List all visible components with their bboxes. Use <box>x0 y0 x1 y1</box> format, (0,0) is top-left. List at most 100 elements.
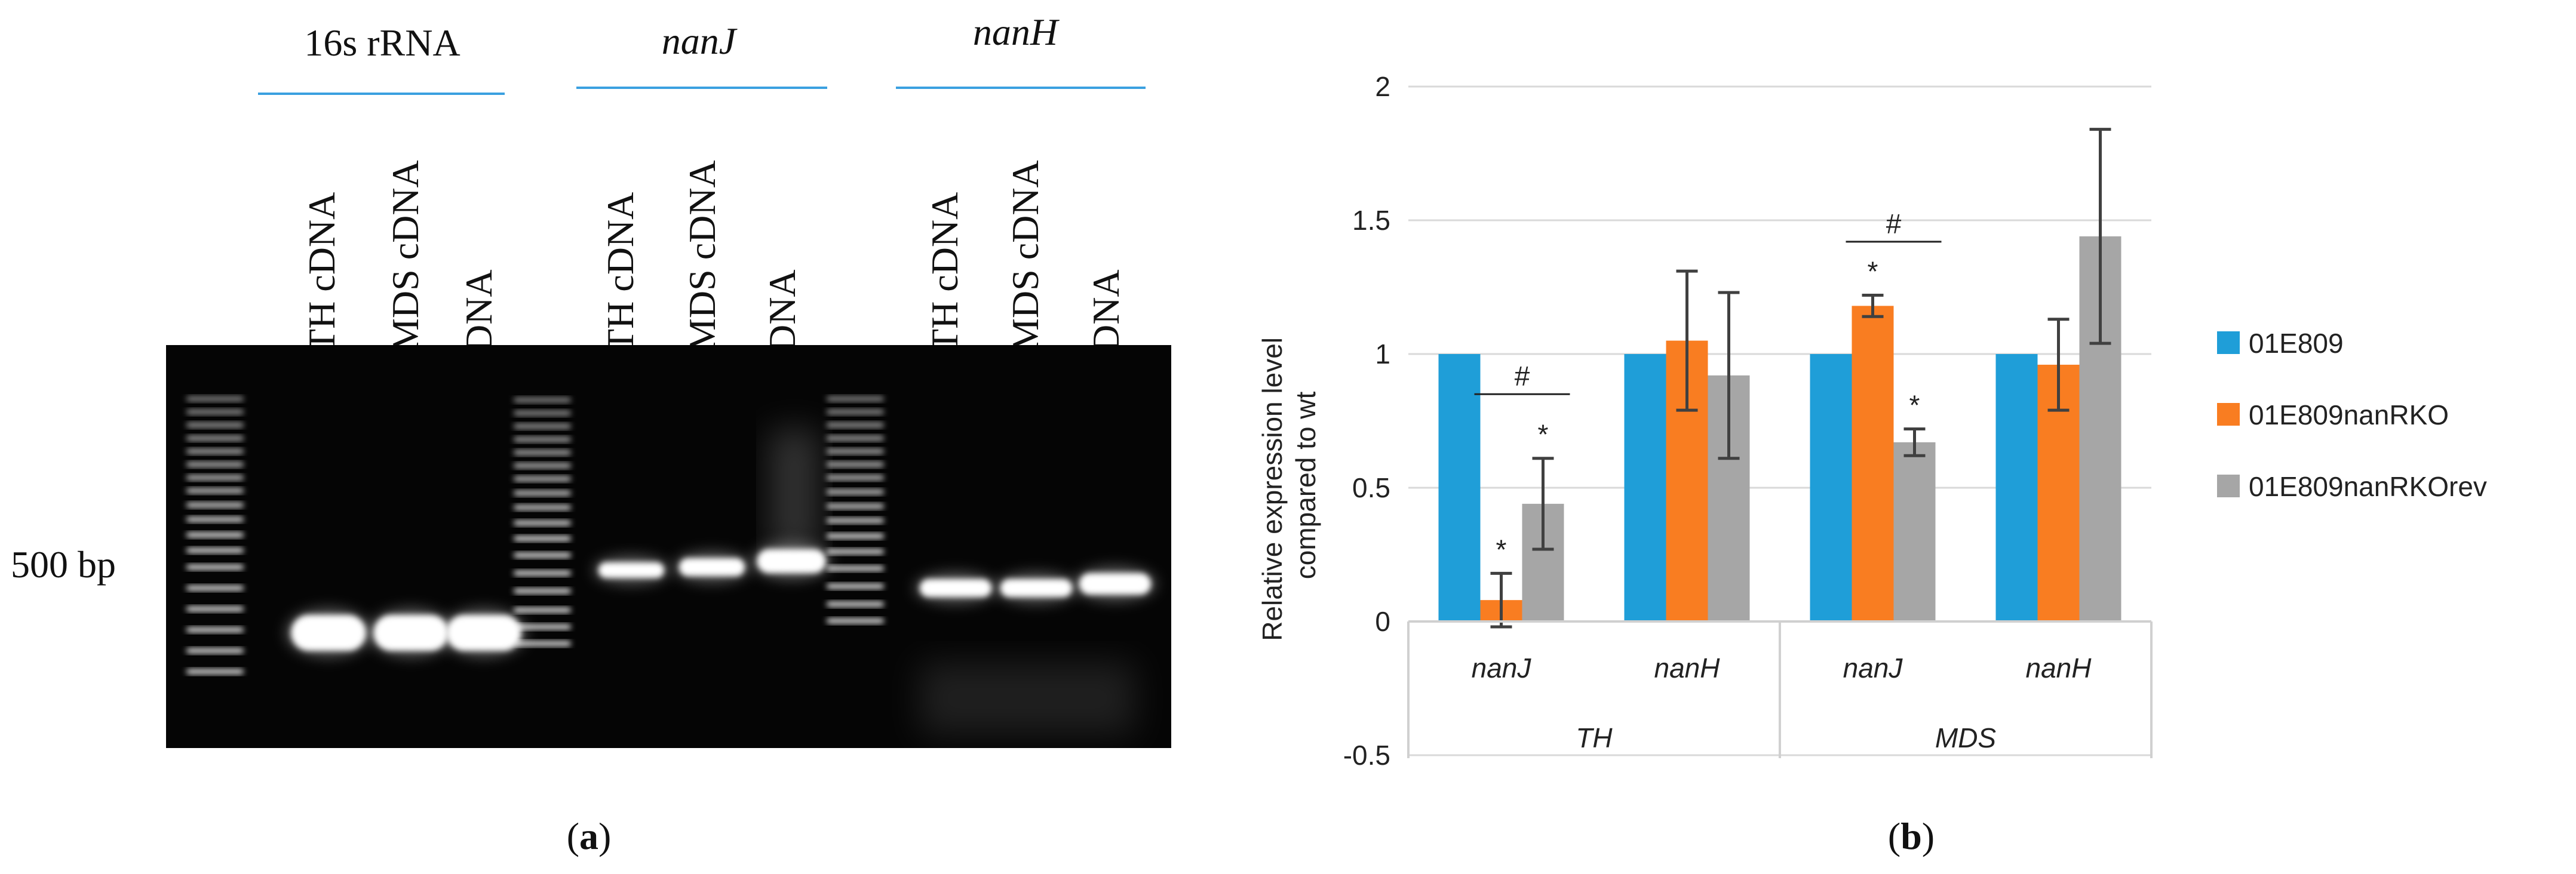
ladder-band <box>827 602 884 607</box>
ladder-band <box>827 549 884 554</box>
group-label-nanj: nanJ <box>662 20 738 62</box>
y-axis-ticks: -0.5 0 0.5 1 1.5 2 <box>1343 71 1390 771</box>
lane-label-16s-th-cdna: TH cDNA <box>300 192 343 352</box>
group-label-nanh: nanH <box>973 11 1060 53</box>
ladder-band <box>514 505 571 510</box>
lane-label-nanj-th-cdna: TH cDNA <box>599 192 641 352</box>
legend-label: 01E809nanRKO <box>2249 399 2449 430</box>
ladder-band <box>186 586 244 590</box>
legend-swatch <box>2217 403 2240 426</box>
lane-label-16s-mds-cdna: MDS cDNA <box>384 160 426 352</box>
y-tick-label: 0.5 <box>1352 472 1390 503</box>
lane-label-nanh-mds-cdna: MDS cDNA <box>1004 160 1046 352</box>
ladder-band <box>827 566 884 571</box>
ladder-band <box>514 411 571 416</box>
bar-01e809nanrkorev-2 <box>1893 442 1936 621</box>
ladder-band <box>514 450 571 455</box>
x-group-label: TH <box>1576 722 1613 753</box>
ladder-band <box>186 669 244 674</box>
bottom-haze <box>920 663 1135 734</box>
ladder-band <box>186 423 244 427</box>
size-marker-500bp: 500 bp <box>11 543 116 586</box>
ladder-band <box>827 584 884 589</box>
ladder-band <box>827 490 884 494</box>
ladder-band <box>186 410 244 414</box>
ladder-band <box>827 504 884 509</box>
sample-band <box>1000 579 1072 597</box>
ladder-band <box>827 462 884 467</box>
chart-annotations: * * * * # # <box>1474 208 1942 565</box>
lane-label-16s-dna: DNA <box>458 269 500 352</box>
ladder-band <box>514 476 571 481</box>
ladder-band <box>827 410 884 414</box>
group-label-16s-rrna: 16s rRNA <box>304 21 460 64</box>
sample-band <box>679 558 745 576</box>
ladder-band <box>827 534 884 538</box>
bar-01e809-0 <box>1438 354 1481 621</box>
ladder-band <box>827 423 884 427</box>
ladder-band <box>186 436 244 441</box>
ladder-band <box>186 648 244 653</box>
ladder-band <box>186 449 244 454</box>
ladder-band <box>514 553 571 558</box>
ladder-band <box>514 437 571 442</box>
ladder-band <box>186 503 244 507</box>
lane-label-nanj-dna: DNA <box>761 269 803 352</box>
bar-01e809-3 <box>1995 354 2038 621</box>
dna-smear <box>770 430 818 555</box>
significance-star: * <box>1909 389 1920 420</box>
ladder-band <box>827 475 884 480</box>
x-tick-label: nanJ <box>1843 653 1903 684</box>
significance-star: * <box>1868 256 1878 287</box>
x-axis: nanJ nanH nanJ nanH TH MDS <box>1407 620 2153 758</box>
ladder-band <box>514 571 571 576</box>
chart-error-bars <box>1490 128 2111 629</box>
ladder-band <box>827 436 884 441</box>
y-tick-label: 2 <box>1375 71 1390 102</box>
ladder-band <box>186 396 244 401</box>
ladder-band <box>514 589 571 593</box>
ladder-band <box>186 475 244 480</box>
ladder-band <box>514 624 571 629</box>
ladder-band <box>186 548 244 553</box>
sample-band <box>1079 573 1151 595</box>
sample-band <box>446 615 521 651</box>
ladder-band <box>186 607 244 611</box>
ladder-band <box>827 518 884 523</box>
bar-01e809-1 <box>1624 354 1666 621</box>
panel-a-gel: 16s rRNA nanJ nanH TH cDNA MDS cDNA DNA … <box>11 11 1171 857</box>
bar-01e809nanrko-2 <box>1852 306 1894 621</box>
ladder-band <box>827 449 884 454</box>
lane-label-nanh-dna: DNA <box>1085 269 1127 352</box>
y-tick-label: -0.5 <box>1343 740 1390 771</box>
significance-star: * <box>1538 419 1549 450</box>
lane-label-nanh-th-cdna: TH cDNA <box>923 192 966 352</box>
lane-label-nanj-mds-cdna: MDS cDNA <box>681 160 723 352</box>
y-tick-label: 1 <box>1375 338 1390 370</box>
ladder-band <box>186 533 244 537</box>
panel-b-chart: -0.5 0 0.5 1 1.5 2 * * * * # # nanJ nanH nanJ nanH TH M… <box>1257 71 2487 857</box>
significance-star: * <box>1496 534 1507 565</box>
ladder-band <box>827 396 884 401</box>
legend-label: 01E809 <box>2249 328 2344 359</box>
ladder-band <box>514 424 571 429</box>
sample-band <box>920 579 991 597</box>
ladder-band <box>186 462 244 467</box>
panel-b-letter: b <box>1900 815 1922 857</box>
panel-a-label: (a) <box>567 815 612 857</box>
x-tick-label: nanH <box>1654 653 1721 684</box>
sample-band <box>291 615 366 651</box>
x-tick-label: nanH <box>2026 653 2092 684</box>
ladder-band <box>186 565 244 570</box>
ladder-band <box>186 627 244 632</box>
ladder-band <box>514 608 571 613</box>
ladder-band <box>186 488 244 493</box>
gel-bands <box>186 396 1156 734</box>
ladder-band <box>514 521 571 525</box>
legend: 01E809 01E809nanRKO 01E809nanRKOrev <box>2217 328 2487 502</box>
y-tick-label: 0 <box>1375 606 1390 637</box>
significance-hash: # <box>1515 361 1530 392</box>
legend-swatch <box>2217 331 2240 354</box>
